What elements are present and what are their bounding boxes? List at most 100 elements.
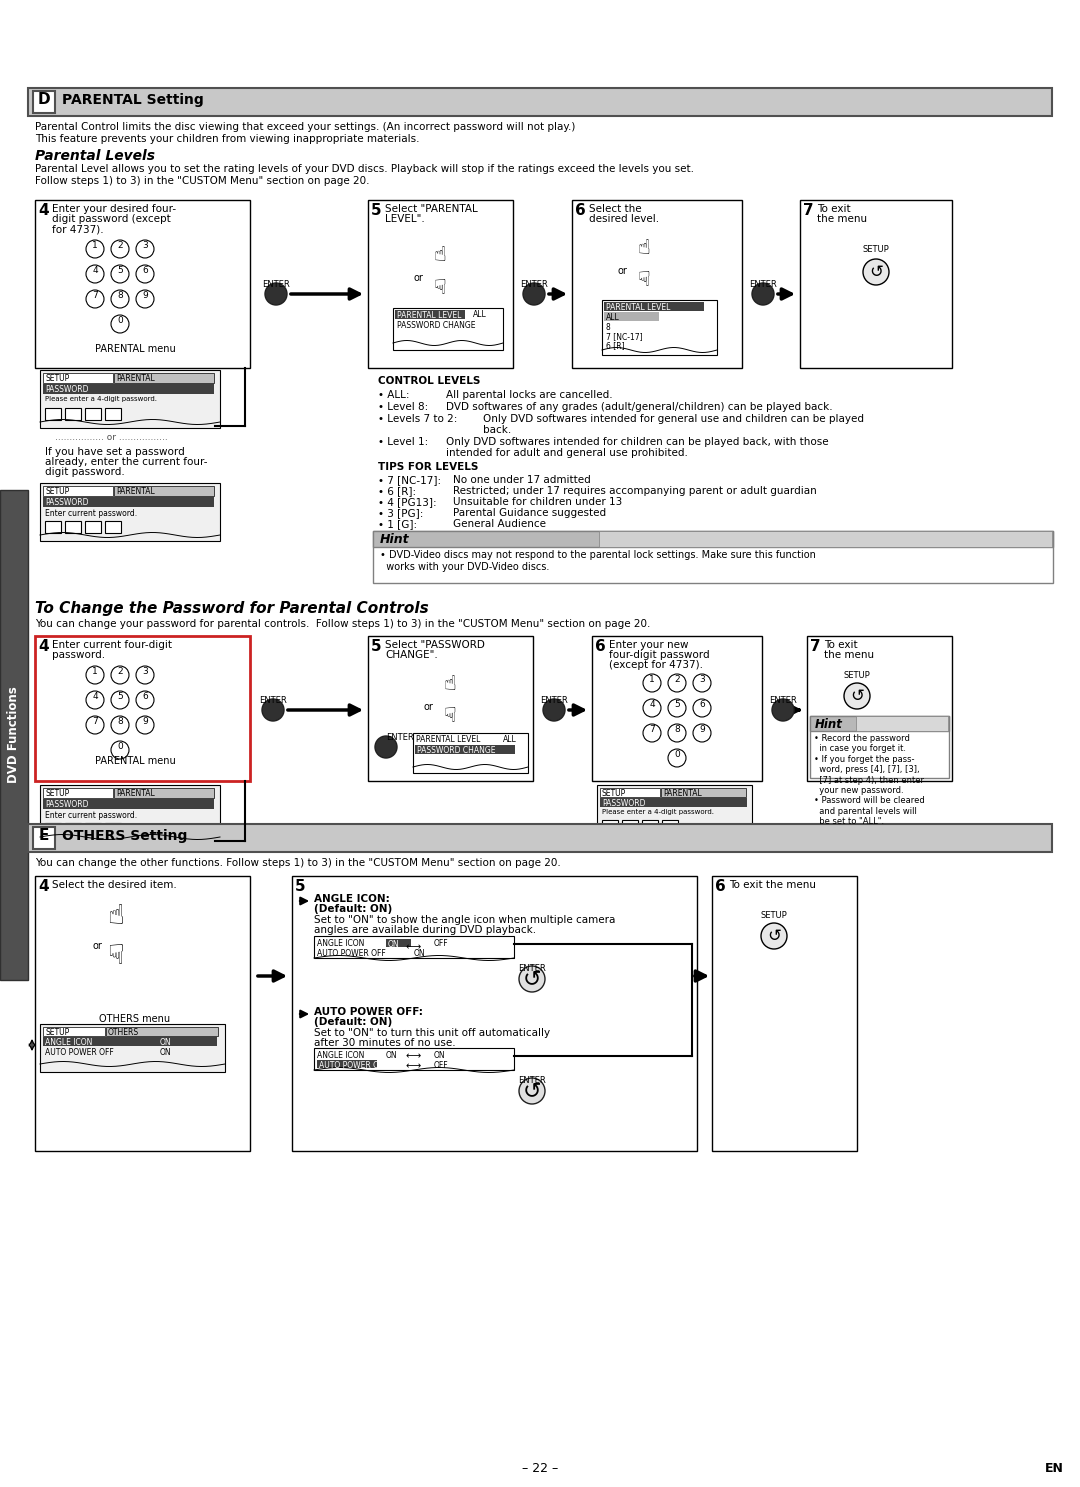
Bar — [368, 636, 534, 781]
Text: ON: ON — [160, 1038, 172, 1047]
Bar — [43, 384, 214, 394]
Text: Parental Levels: Parental Levels — [35, 149, 156, 164]
Text: 6 [R]: 6 [R] — [606, 341, 624, 349]
Bar — [314, 1048, 514, 1071]
Text: PASSWORD CHANGE: PASSWORD CHANGE — [397, 321, 475, 330]
Text: 0: 0 — [117, 317, 123, 326]
Bar — [105, 822, 121, 836]
Bar — [373, 531, 1053, 583]
Bar — [622, 819, 638, 830]
Circle shape — [669, 699, 686, 717]
Bar — [810, 717, 949, 778]
Text: Restricted; under 17 requires accompanying parent or adult guardian: Restricted; under 17 requires accompanyi… — [453, 486, 816, 497]
Text: Set to "ON" to show the angle icon when multiple camera: Set to "ON" to show the angle icon when … — [314, 915, 616, 925]
Bar — [395, 309, 465, 320]
Text: Hint: Hint — [815, 718, 842, 732]
Text: PARENTAL: PARENTAL — [116, 790, 154, 799]
Bar — [43, 497, 214, 507]
Bar — [599, 531, 1052, 547]
Circle shape — [136, 666, 154, 684]
Text: To Change the Password for Parental Controls: To Change the Password for Parental Cont… — [35, 601, 429, 616]
Text: Enter your desired four-: Enter your desired four- — [52, 204, 176, 214]
Text: back.: back. — [483, 425, 511, 436]
Text: ↺: ↺ — [767, 926, 781, 946]
Text: Parental Control limits the disc viewing that exceed your settings. (An incorrec: Parental Control limits the disc viewing… — [35, 122, 576, 132]
Text: 5: 5 — [117, 266, 123, 275]
Bar — [662, 819, 678, 830]
Text: Enter your new: Enter your new — [609, 639, 689, 650]
Bar — [43, 1036, 217, 1045]
Circle shape — [843, 683, 870, 709]
Bar — [43, 1028, 105, 1036]
Bar — [592, 636, 762, 781]
Text: ↺: ↺ — [523, 1081, 541, 1100]
Text: Enter current four-digit: Enter current four-digit — [52, 639, 172, 650]
Bar — [600, 799, 747, 807]
Text: 2: 2 — [118, 241, 123, 250]
Text: 7: 7 — [92, 291, 98, 300]
Text: You can change the other functions. Follow steps 1) to 3) in the "CUSTOM Menu" s: You can change the other functions. Foll… — [35, 858, 561, 868]
Text: 7: 7 — [804, 204, 813, 219]
Text: ALL: ALL — [606, 312, 620, 323]
Text: ☝: ☝ — [637, 238, 650, 259]
Circle shape — [86, 265, 104, 283]
Text: (except for 4737).: (except for 4737). — [609, 660, 703, 671]
Text: Hint: Hint — [380, 532, 409, 546]
Bar — [40, 483, 220, 541]
Text: D: D — [38, 92, 51, 107]
Text: PARENTAL: PARENTAL — [116, 488, 154, 497]
Text: 9: 9 — [143, 291, 148, 300]
Text: • 1 [G]:: • 1 [G]: — [378, 519, 417, 529]
Bar — [65, 407, 81, 419]
Text: PASSWORD: PASSWORD — [45, 498, 89, 507]
Text: 2: 2 — [118, 668, 123, 677]
Text: • DVD-Video discs may not respond to the parental lock settings. Make sure this : • DVD-Video discs may not respond to the… — [380, 550, 815, 571]
Circle shape — [86, 290, 104, 308]
Bar — [602, 300, 717, 355]
Text: • Level 8:: • Level 8: — [378, 401, 429, 412]
Text: AUTO POWER OFF: AUTO POWER OFF — [319, 1062, 388, 1071]
Circle shape — [643, 699, 661, 717]
Text: password.: password. — [52, 650, 105, 660]
Circle shape — [111, 666, 129, 684]
Bar — [43, 799, 214, 809]
Bar — [85, 407, 102, 419]
Circle shape — [111, 691, 129, 709]
Text: 4: 4 — [649, 700, 654, 709]
Text: • 7 [NC-17]:: • 7 [NC-17]: — [378, 474, 441, 485]
Text: ←→: ←→ — [406, 1062, 422, 1071]
Text: SETUP: SETUP — [45, 488, 69, 497]
Text: ................. or .................: ................. or ................. — [55, 433, 167, 442]
Text: 8: 8 — [606, 323, 611, 332]
Text: ☟: ☟ — [434, 278, 446, 297]
Bar — [85, 822, 102, 836]
Text: AUTO POWER OFF:: AUTO POWER OFF: — [314, 1007, 423, 1017]
Text: intended for adult and general use prohibited.: intended for adult and general use prohi… — [446, 448, 688, 458]
Text: 1: 1 — [92, 668, 98, 677]
Text: Select the desired item.: Select the desired item. — [52, 880, 177, 891]
Circle shape — [669, 724, 686, 742]
Bar — [413, 733, 528, 773]
Bar — [65, 520, 81, 532]
Circle shape — [375, 736, 397, 758]
Text: PARENTAL: PARENTAL — [116, 375, 154, 384]
Text: OFF: OFF — [434, 1062, 448, 1071]
Text: ENTER: ENTER — [521, 280, 548, 288]
Text: DVD Functions: DVD Functions — [8, 687, 21, 784]
Text: • 3 [PG]:: • 3 [PG]: — [378, 509, 423, 517]
Bar — [45, 520, 60, 532]
Bar — [114, 486, 214, 497]
Text: 6: 6 — [595, 639, 606, 654]
Bar — [642, 819, 658, 830]
Text: or: or — [92, 941, 102, 952]
Text: PASSWORD: PASSWORD — [45, 385, 89, 394]
Bar — [105, 407, 121, 419]
Bar — [415, 745, 515, 754]
Text: ☟: ☟ — [444, 706, 457, 726]
Text: ☝: ☝ — [444, 674, 457, 694]
Bar — [800, 199, 951, 367]
Text: 4: 4 — [38, 639, 49, 654]
Circle shape — [643, 724, 661, 742]
Bar — [106, 1028, 218, 1036]
Text: 3: 3 — [143, 241, 148, 250]
